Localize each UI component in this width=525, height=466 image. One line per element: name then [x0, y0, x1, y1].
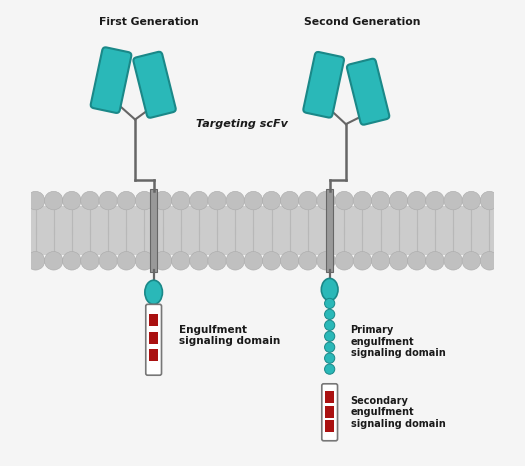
Bar [325, 405, 334, 418]
Circle shape [208, 192, 226, 210]
Circle shape [324, 309, 335, 320]
FancyBboxPatch shape [133, 52, 176, 118]
Circle shape [226, 252, 245, 270]
FancyBboxPatch shape [146, 304, 162, 375]
Circle shape [280, 252, 299, 270]
Ellipse shape [145, 280, 162, 304]
Circle shape [190, 192, 208, 210]
Circle shape [135, 252, 154, 270]
Circle shape [62, 252, 81, 270]
Circle shape [117, 192, 135, 210]
Circle shape [99, 252, 118, 270]
Circle shape [324, 298, 335, 308]
Text: Second Generation: Second Generation [304, 17, 421, 27]
Circle shape [426, 252, 444, 270]
Circle shape [390, 192, 408, 210]
Circle shape [324, 331, 335, 342]
Circle shape [480, 252, 499, 270]
Circle shape [426, 192, 444, 210]
Circle shape [117, 252, 135, 270]
Circle shape [353, 192, 372, 210]
Circle shape [226, 192, 245, 210]
Text: Primary
engulfment
signaling domain: Primary engulfment signaling domain [351, 325, 445, 358]
FancyBboxPatch shape [91, 48, 131, 113]
Circle shape [81, 252, 99, 270]
Circle shape [81, 192, 99, 210]
Circle shape [444, 192, 463, 210]
Circle shape [153, 252, 172, 270]
Circle shape [262, 192, 281, 210]
Circle shape [317, 192, 335, 210]
Text: Secondary
engulfment
signaling domain: Secondary engulfment signaling domain [351, 396, 445, 429]
Circle shape [208, 252, 226, 270]
Circle shape [444, 252, 463, 270]
Text: First Generation: First Generation [99, 17, 199, 27]
Bar [325, 391, 334, 403]
Circle shape [324, 353, 335, 363]
Circle shape [371, 252, 390, 270]
Circle shape [335, 252, 353, 270]
Circle shape [324, 342, 335, 352]
Circle shape [324, 320, 335, 330]
Bar [149, 332, 158, 344]
Circle shape [317, 252, 335, 270]
Bar [149, 350, 158, 361]
Circle shape [407, 252, 426, 270]
Circle shape [244, 192, 262, 210]
Circle shape [353, 252, 372, 270]
Bar [149, 314, 158, 326]
FancyBboxPatch shape [347, 59, 390, 125]
Circle shape [26, 252, 45, 270]
Circle shape [371, 192, 390, 210]
FancyBboxPatch shape [303, 52, 344, 117]
Bar [326, 189, 333, 272]
Circle shape [480, 192, 499, 210]
Circle shape [462, 192, 480, 210]
Text: Targeting scFv: Targeting scFv [196, 119, 288, 129]
Circle shape [262, 252, 281, 270]
Circle shape [172, 192, 190, 210]
FancyBboxPatch shape [322, 384, 338, 441]
Bar [325, 420, 334, 432]
Circle shape [280, 192, 299, 210]
Circle shape [153, 192, 172, 210]
Circle shape [172, 252, 190, 270]
Circle shape [244, 252, 262, 270]
Bar [31, 206, 494, 255]
Circle shape [99, 192, 118, 210]
Circle shape [26, 192, 45, 210]
Circle shape [190, 252, 208, 270]
Circle shape [407, 192, 426, 210]
Circle shape [135, 192, 154, 210]
Ellipse shape [321, 278, 338, 301]
Circle shape [390, 252, 408, 270]
Circle shape [45, 192, 63, 210]
Circle shape [62, 192, 81, 210]
Circle shape [335, 192, 353, 210]
Circle shape [299, 252, 317, 270]
Bar [150, 189, 157, 272]
Circle shape [324, 364, 335, 374]
Circle shape [299, 192, 317, 210]
Circle shape [45, 252, 63, 270]
Circle shape [462, 252, 480, 270]
Text: Engulfment
signaling domain: Engulfment signaling domain [179, 325, 280, 346]
